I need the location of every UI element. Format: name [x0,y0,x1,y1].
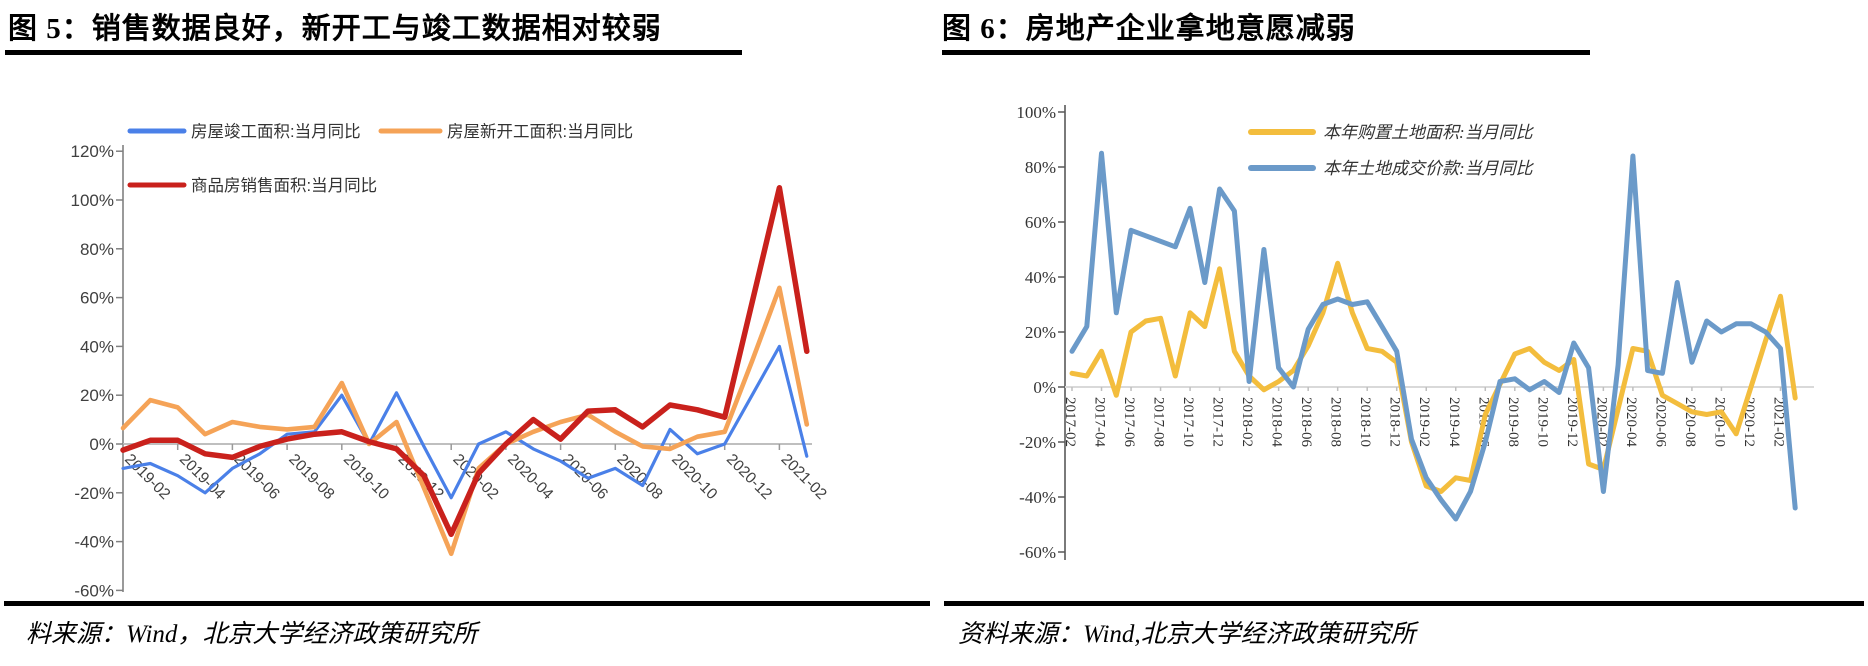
figure5-title-rule [5,50,742,55]
figure6-title-rule [942,50,1590,55]
figure5-title: 图 5：销售数据良好，新开工与竣工数据相对较弱 [8,13,662,45]
y-tick-label: 60% [80,289,114,308]
figure5-bottom-rule [4,601,930,606]
x-tick-label: 2021-02 [778,451,830,503]
figure6-line-chart: 100% 80% 60% 40% 20% 0% -20% -40% -60% 2017-02 201… [1016,103,1814,562]
x-tick-label: 2020-08 [613,451,665,503]
y-tick-label: 20% [80,386,114,405]
x-tick-label: 2020-10 [668,451,721,504]
legend-label-1: 房屋新开工面积:当月同比 [447,122,633,141]
y-tick-label: 100% [71,191,114,210]
x-tick-label: 2020-06 [1652,397,1668,447]
x-tick-label: 2018-06 [1298,397,1314,447]
legend-label-0: 房屋竣工面积:当月同比 [191,122,361,141]
x-tick-label: 2021-02 [1770,397,1786,447]
y-tick-label: -20% [1019,433,1056,452]
figure6-panel: 图 6：房地产企业拿地意愿减弱 100% 80% 60% 40% 20% 0% -20% -4… [934,0,1868,666]
y-tick-label: 0% [89,435,114,454]
y-tick-label: 20% [1025,323,1056,342]
y-tick-label: 100% [1016,103,1056,122]
x-tick-label: 2017-12 [1210,397,1226,447]
figure6-source: 资料来源：Wind,北京大学经济政策研究所 [958,621,1416,648]
y-tick-label: -60% [74,581,114,600]
x-tick-label: 2018-04 [1269,397,1285,447]
x-tick-label: 2020-04 [504,451,557,504]
x-tick-label: 2018-02 [1239,397,1255,447]
x-tick-label: 2019-02 [121,451,173,503]
x-tick-label: 2017-04 [1092,397,1108,447]
series-line-0 [121,344,809,500]
figure5-source: 料来源：Wind，北京大学经济政策研究所 [26,621,478,648]
y-tick-label: 0% [1033,378,1056,397]
figure5-panel: 图 5：销售数据良好，新开工与竣工数据相对较弱 120% 100% 80% 60% 40… [4,13,930,648]
y-tick-label: -40% [74,533,114,552]
y-tick-label: -20% [74,484,114,503]
x-tick-label: 2019-10 [340,451,393,504]
series-line-1 [120,285,810,557]
legend-label-2: 商品房销售面积:当月同比 [191,176,377,195]
y-tick-label: 80% [1025,158,1056,177]
series-line-2 [120,185,810,538]
legend-label-1: 本年土地成交价款:当月同比 [1323,159,1535,178]
y-tick-label: -40% [1019,488,1056,507]
x-tick-label: 2019-06 [231,451,283,503]
y-tick-label: -60% [1019,543,1056,562]
x-tick-label: 2017-06 [1121,397,1137,447]
x-tick-label: 2018-12 [1387,397,1403,447]
x-tick-label: 2017-02 [1062,397,1078,447]
x-tick-label: 2019-08 [285,451,337,503]
figure5-line-chart: 120% 100% 80% 60% 40% 20% 0% -20% -40% -60% 2019-0… [71,122,830,600]
figure6-bottom-rule [944,601,1864,606]
x-tick-label: 2020-08 [1682,397,1698,447]
y-tick-label: 40% [80,337,114,356]
x-tick-label: 2020-12 [723,451,775,503]
x-tick-label: 2017-10 [1180,397,1196,447]
x-tick-label: 2018-10 [1357,397,1373,447]
y-tick-label: 80% [80,240,114,259]
x-tick-label: 2019-10 [1534,397,1550,447]
x-tick-label: 2018-08 [1328,397,1344,447]
x-tick-label: 2017-08 [1151,397,1167,447]
x-tick-label: 2020-10 [1711,397,1727,447]
y-tick-label: 60% [1025,213,1056,232]
series-line-1 [1069,150,1798,522]
x-tick-label: 2019-02 [1416,397,1432,447]
series-line-0 [1069,260,1798,494]
x-tick-label: 2019-08 [1505,397,1521,447]
x-tick-label: 2019-04 [1446,397,1462,447]
figure6-title: 图 6：房地产企业拿地意愿减弱 [942,13,1356,45]
legend-label-0: 本年购置土地面积:当月同比 [1323,123,1535,142]
y-tick-label: 120% [71,142,114,161]
x-tick-label: 2019-12 [1564,397,1580,447]
y-tick-label: 40% [1025,268,1056,287]
x-tick-label: 2020-04 [1623,397,1639,447]
